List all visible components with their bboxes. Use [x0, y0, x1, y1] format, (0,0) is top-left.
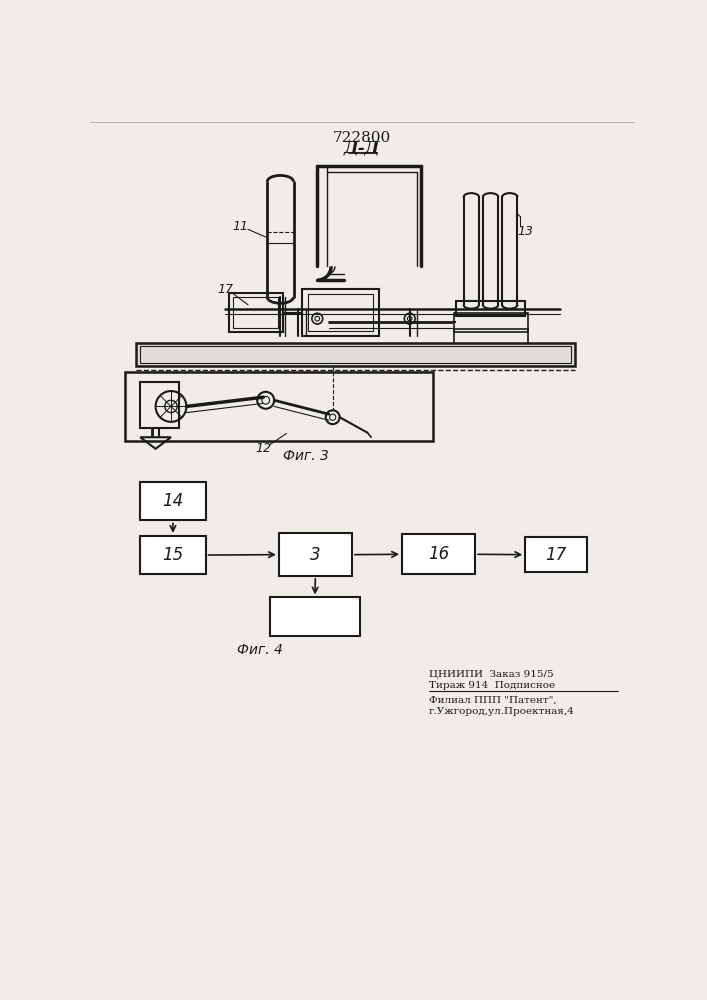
- Text: г.Ужгород,ул.Проектная,4: г.Ужгород,ул.Проектная,4: [429, 707, 575, 716]
- Text: 13: 13: [518, 225, 534, 238]
- Bar: [140, 346, 571, 363]
- Text: 12: 12: [255, 442, 271, 455]
- Text: 722800: 722800: [333, 131, 391, 145]
- Bar: [136, 343, 575, 366]
- Text: 3: 3: [310, 546, 321, 564]
- Bar: [302, 289, 379, 336]
- Bar: [140, 536, 206, 574]
- Bar: [456, 301, 525, 316]
- Bar: [402, 534, 475, 574]
- Text: Фиг. 4: Фиг. 4: [237, 643, 283, 657]
- Bar: [229, 293, 283, 332]
- Text: Д-Д: Д-Д: [344, 140, 380, 157]
- Bar: [269, 597, 361, 636]
- Bar: [140, 382, 179, 428]
- Text: Фиг. 3: Фиг. 3: [283, 449, 329, 463]
- Text: ЦНИИПИ  Заказ 915/5: ЦНИИПИ Заказ 915/5: [429, 670, 554, 679]
- Bar: [279, 533, 352, 576]
- Text: 17: 17: [545, 546, 566, 564]
- Bar: [454, 329, 527, 351]
- Text: 15: 15: [163, 546, 184, 564]
- Text: 11: 11: [233, 220, 248, 233]
- Text: Филиал ППП "Патент",: Филиал ППП "Патент",: [429, 696, 556, 705]
- Text: 17: 17: [217, 283, 233, 296]
- Text: Тираж 914  Подписное: Тираж 914 Подписное: [429, 681, 555, 690]
- Text: 16: 16: [428, 545, 449, 563]
- Bar: [525, 537, 587, 572]
- Bar: [125, 372, 433, 441]
- Bar: [454, 312, 527, 332]
- Bar: [233, 297, 278, 328]
- Bar: [140, 482, 206, 520]
- Text: 14: 14: [163, 492, 184, 510]
- Bar: [308, 294, 373, 331]
